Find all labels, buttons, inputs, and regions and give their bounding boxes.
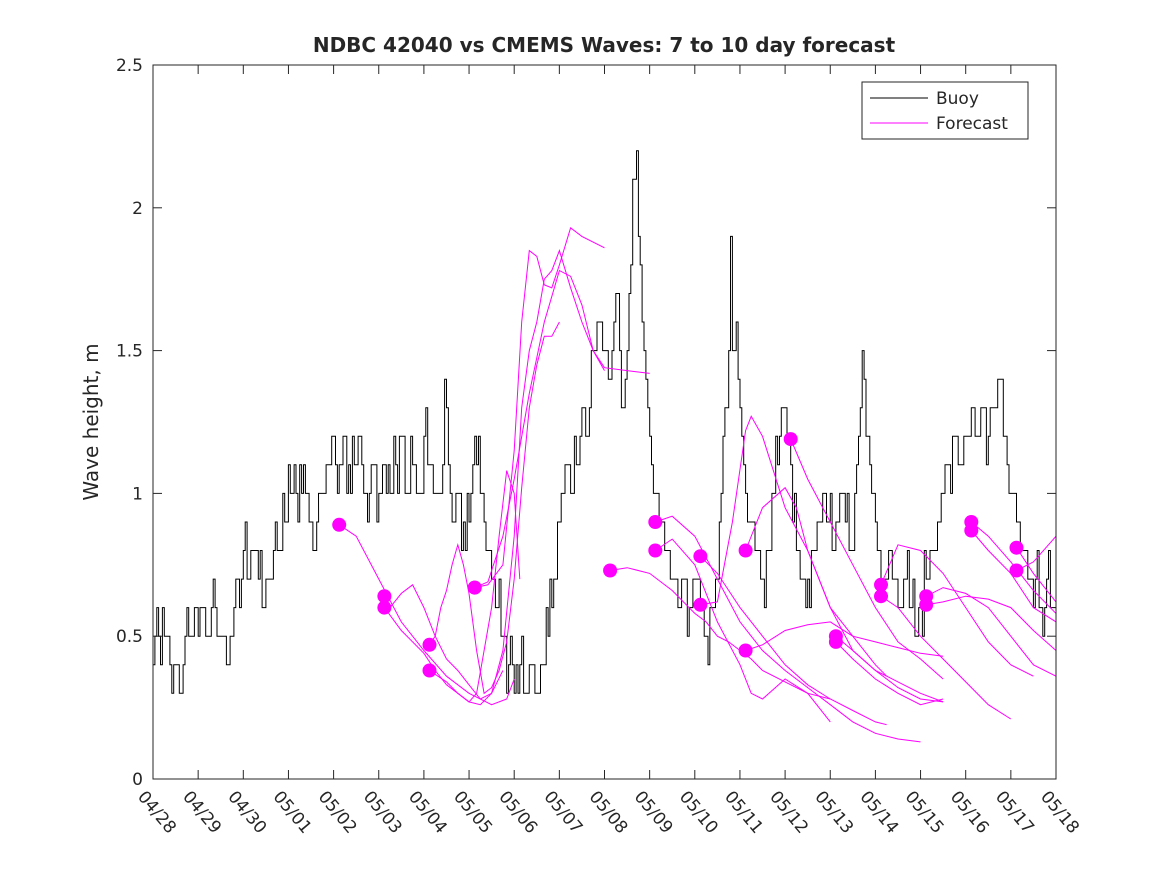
x-tick-label: 05/03 — [359, 787, 406, 837]
forecast-start-marker — [874, 577, 888, 592]
forecast-run-line — [474, 226, 605, 589]
x-tick-label: 04/30 — [223, 787, 270, 837]
x-tick-label: 05/02 — [314, 787, 361, 837]
forecast-start-marker — [377, 589, 392, 604]
forecast-start-marker — [422, 663, 437, 678]
y-tick-label: 2 — [132, 199, 143, 219]
forecast-run-line — [835, 641, 944, 706]
forecast-run-line — [1016, 535, 1056, 571]
x-tick-label: 05/15 — [901, 787, 948, 837]
forecast-start-marker — [964, 523, 979, 538]
forecast-start-marker — [332, 517, 347, 532]
forecast-start-marker — [422, 637, 437, 652]
forecast-run-line — [926, 595, 1056, 652]
forecast-run-line — [383, 470, 521, 703]
legend: Buoy Forecast — [861, 81, 1029, 140]
forecast-run-line — [835, 635, 944, 703]
x-tick-label: 05/11 — [720, 787, 767, 837]
y-tick-label: 2.5 — [116, 56, 143, 76]
forecast-series — [332, 226, 1056, 743]
forecast-start-marker — [738, 543, 753, 558]
forecast-start-marker — [377, 600, 392, 615]
forecast-run-line — [880, 595, 1012, 720]
forecast-run-line — [383, 584, 504, 700]
forecast-run-line — [474, 269, 650, 589]
y-axis-label: Wave height, m — [79, 343, 103, 500]
forecast-start-marker — [467, 580, 482, 595]
x-tick-label: 05/10 — [675, 787, 722, 837]
forecast-start-marker — [603, 563, 618, 578]
forecast-run-line — [970, 530, 1056, 623]
x-tick-label: 05/07 — [540, 787, 587, 837]
x-tick-label: 05/09 — [630, 787, 677, 837]
forecast-start-marker — [1009, 540, 1024, 555]
x-tick-label: 05/08 — [585, 787, 632, 837]
legend-entry-buoy: Buoy — [936, 89, 979, 109]
x-tick-label: 05/16 — [946, 787, 993, 837]
y-tick-label: 1 — [132, 484, 143, 504]
forecast-run-line — [970, 521, 1056, 615]
forecast-start-marker — [648, 515, 663, 529]
y-tick-label: 1.5 — [116, 342, 143, 362]
forecast-run-line — [655, 515, 921, 743]
plot-area — [153, 65, 1056, 779]
forecast-start-marker — [693, 549, 708, 564]
forecast-start-marker — [919, 597, 934, 612]
forecast-run-line — [338, 524, 515, 706]
x-tick-label: 05/01 — [269, 787, 316, 837]
forecast-start-marker — [693, 597, 708, 612]
y-tick-label: 0 — [132, 770, 143, 790]
forecast-run-line — [655, 538, 831, 723]
forecast-run-line — [925, 587, 1056, 677]
x-tick-label: 05/18 — [1036, 787, 1083, 837]
forecast-start-marker — [874, 589, 888, 604]
forecast-run-line — [700, 555, 887, 726]
x-tick-label: 05/06 — [494, 787, 541, 837]
x-tick-label: 05/13 — [810, 787, 857, 837]
forecast-start-marker — [738, 643, 753, 658]
forecast-start-marker — [648, 543, 663, 558]
x-tick-label: 05/12 — [765, 787, 812, 837]
forecast-run-line — [700, 415, 888, 677]
forecast-run-line — [429, 249, 605, 706]
forecast-run-line — [790, 438, 944, 680]
forecast-start-marker — [828, 634, 843, 649]
x-tick-label: 05/04 — [404, 787, 451, 837]
buoy-line — [153, 150, 1056, 694]
forecast-run-line — [745, 486, 944, 703]
buoy-series — [153, 150, 1056, 694]
x-tick-label: 05/14 — [856, 787, 903, 837]
plot-frame — [153, 65, 1056, 779]
legend-box — [861, 81, 1029, 140]
legend-entry-forecast: Forecast — [936, 114, 1008, 134]
x-tick-label: 04/29 — [178, 787, 225, 837]
forecast-run-line — [429, 321, 560, 695]
chart-title: NDBC 42040 vs CMEMS Waves: 7 to 10 day f… — [313, 33, 896, 57]
x-tick-label: 05/05 — [449, 787, 496, 837]
x-tick-label: 04/28 — [133, 787, 180, 837]
forecast-run-line — [610, 567, 831, 700]
forecast-start-marker — [783, 432, 798, 447]
x-tick-label: 05/17 — [991, 787, 1038, 837]
forecast-start-marker — [1009, 563, 1024, 578]
y-tick-label: 0.5 — [116, 627, 143, 647]
forecast-run-line — [1016, 547, 1056, 603]
